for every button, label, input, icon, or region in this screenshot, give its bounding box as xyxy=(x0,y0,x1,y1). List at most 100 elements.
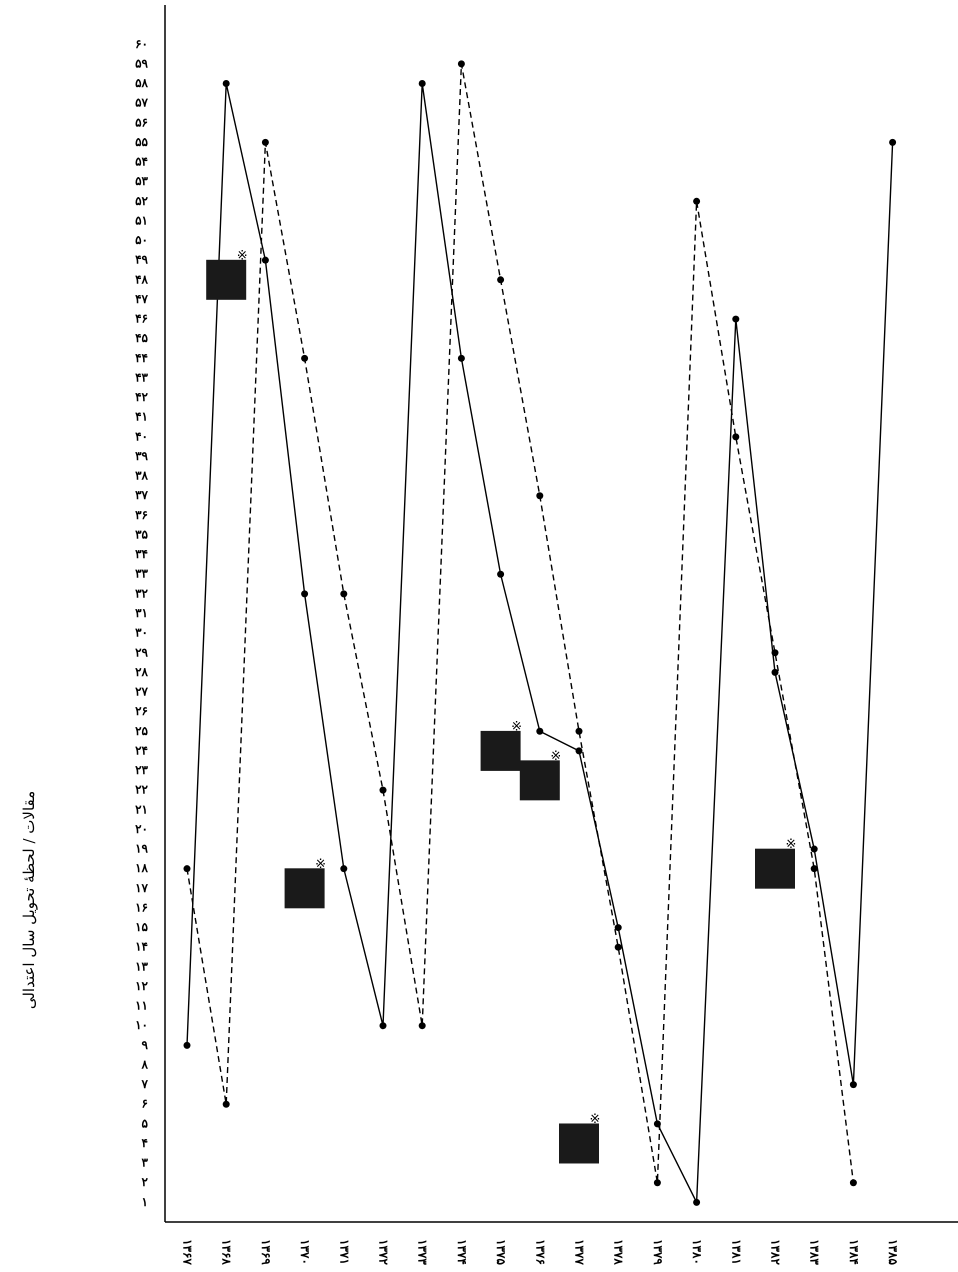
point xyxy=(184,1042,191,1049)
y-tick-label: ۴۸ xyxy=(135,272,148,286)
y-tick-label: ۲۸ xyxy=(135,665,148,679)
point xyxy=(419,80,426,87)
highlight-symbol: ※ xyxy=(786,837,797,852)
series-line xyxy=(187,84,893,1203)
point xyxy=(419,1022,426,1029)
y-tick-label: ۲۳ xyxy=(135,763,148,777)
point xyxy=(536,492,543,499)
point xyxy=(654,1179,661,1186)
x-tick-label: ۱۳۸۴ xyxy=(847,1239,861,1265)
y-tick-label: ۲ xyxy=(142,1175,149,1189)
y-tick-label: ۱۹ xyxy=(135,842,148,856)
x-tick-label: ۱۳۸۲ xyxy=(769,1239,783,1265)
y-tick-label: ۸ xyxy=(141,1057,149,1071)
point xyxy=(850,1179,857,1186)
point xyxy=(458,60,465,67)
x-tick-label: ۱۳۷۶ xyxy=(533,1239,547,1265)
y-tick-label: ۱۱ xyxy=(135,999,148,1013)
x-tick-label: ۱۳۸۳ xyxy=(808,1239,822,1265)
y-tick-label: ۳۸ xyxy=(135,469,148,483)
y-tick-label: ۷ xyxy=(141,1077,149,1091)
y-tick-label: ۱۴ xyxy=(135,940,148,954)
y-tick-label: ۲۷ xyxy=(135,685,148,699)
point xyxy=(380,787,387,794)
y-tick-label: ۹ xyxy=(142,1038,149,1052)
y-tick-label: ۳۴ xyxy=(135,547,148,561)
x-tick-label: ۱۳۷۱ xyxy=(337,1239,351,1265)
point xyxy=(576,747,583,754)
y-tick-label: ۳۷ xyxy=(135,488,148,502)
y-tick-label: ۳۵ xyxy=(135,527,148,541)
point xyxy=(380,1022,387,1029)
y-tick-label: ۵۳ xyxy=(135,174,148,188)
x-tick-label: ۱۳۷۹ xyxy=(651,1239,665,1265)
y-tick-label: ۴۹ xyxy=(135,253,148,267)
y-tick-label: ۳۱ xyxy=(135,606,148,620)
y-axis-title: مقالات / لحظهٔ تحویل سال اعتدالی xyxy=(20,791,38,1009)
y-tick-label: ۱۵ xyxy=(135,920,148,934)
point xyxy=(223,80,230,87)
y-tick-label: ۱ xyxy=(142,1195,148,1209)
highlight-box xyxy=(285,868,325,908)
highlight-box xyxy=(520,760,560,800)
point xyxy=(811,865,818,872)
y-tick-label: ۲۱ xyxy=(135,802,148,816)
y-tick-label: ۵ xyxy=(142,1116,149,1130)
y-tick-label: ۱۶ xyxy=(135,900,148,914)
y-tick-label: ۶ xyxy=(142,1097,148,1111)
x-tick-label: ۱۳۷۳ xyxy=(416,1239,430,1265)
y-tick-label: ۵۸ xyxy=(135,76,148,90)
x-tick-label: ۱۳۸۰ xyxy=(690,1239,704,1265)
y-tick-label: ۲۲ xyxy=(135,783,148,797)
y-tick-label: ۴۲ xyxy=(135,390,148,404)
y-tick-label: ۵۱ xyxy=(135,213,148,227)
point xyxy=(497,571,504,578)
y-tick-label: ۳۳ xyxy=(135,567,148,581)
point xyxy=(223,1101,230,1108)
y-tick-label: ۲۶ xyxy=(135,704,148,718)
highlight-box xyxy=(755,849,795,889)
y-tick-label: ۲۰ xyxy=(135,822,148,836)
y-tick-label: ۳ xyxy=(142,1156,149,1170)
y-tick-label: ۴۴ xyxy=(135,351,148,365)
x-tick-label: ۱۳۷۰ xyxy=(298,1239,312,1265)
highlight-box xyxy=(559,1123,599,1163)
y-tick-label: ۵۴ xyxy=(135,155,148,169)
chart: مقالات / لحظهٔ تحویل سال اعتدالی ۱۲۳۴۵۶۷… xyxy=(0,0,958,1272)
series-line xyxy=(187,64,853,1183)
y-tick-label: ۳۰ xyxy=(135,626,148,640)
y-tick-label: ۱۸ xyxy=(135,861,148,875)
y-tick-label: ۵۹ xyxy=(135,56,148,70)
y-tick-label: ۴۰ xyxy=(135,429,148,443)
y-tick-label: ۱۷ xyxy=(135,881,148,895)
highlight-symbol: ※ xyxy=(511,719,522,734)
y-tick-label: ۴۵ xyxy=(135,331,148,345)
y-tick-label: ۵۵ xyxy=(135,135,148,149)
y-tick-label: ۲۹ xyxy=(135,645,148,659)
y-tick-label: ۳۹ xyxy=(135,449,148,463)
y-tick-label: ۵۰ xyxy=(135,233,148,247)
point xyxy=(340,590,347,597)
y-tick-label: ۲۴ xyxy=(135,743,148,757)
point xyxy=(693,198,700,205)
point xyxy=(732,316,739,323)
x-tick-label: ۱۳۶۷ xyxy=(181,1239,195,1265)
y-tick-label: ۳۲ xyxy=(135,586,148,600)
y-tick-label: ۵۷ xyxy=(135,96,148,110)
x-tick-label: ۱۳۷۵ xyxy=(494,1239,508,1265)
y-tick-label: ۵۶ xyxy=(135,115,148,129)
x-tick-label: ۱۳۷۷ xyxy=(573,1239,587,1265)
highlight-box xyxy=(481,731,521,771)
x-tick-label: ۱۳۶۸ xyxy=(220,1239,234,1265)
point xyxy=(889,139,896,146)
y-tick-label: ۱۰ xyxy=(135,1018,148,1032)
point xyxy=(732,433,739,440)
y-tick-label: ۴۳ xyxy=(135,370,148,384)
point xyxy=(576,728,583,735)
point xyxy=(693,1199,700,1206)
highlight-box xyxy=(206,260,246,300)
point xyxy=(458,355,465,362)
point xyxy=(262,139,269,146)
x-tick-label: ۱۳۶۹ xyxy=(259,1239,273,1265)
y-tick-label: ۱۲ xyxy=(135,979,148,993)
